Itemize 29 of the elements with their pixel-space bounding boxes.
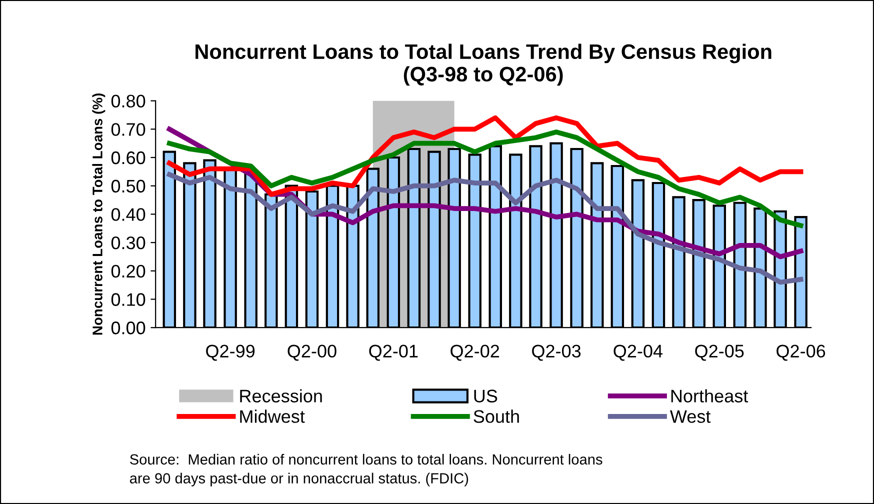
y-tick-label: 0.70 (111, 123, 146, 136)
x-tick-label: Q2-01 (369, 344, 418, 361)
line-series (166, 172, 804, 285)
x-tick-label: Q2-02 (450, 344, 500, 361)
y-tick-label: 0.80 (111, 94, 146, 108)
y-tick-label: 0.30 (111, 236, 146, 250)
x-tick-label: Q2-03 (532, 344, 581, 361)
source-note: Source: Median ratio of noncurrent loans to total loans. Noncurrent loans are 90 days past-due or in nonaccrual status. (FDIC) (130, 454, 602, 486)
legend-label: Midwest (240, 410, 305, 423)
line-series (166, 130, 804, 228)
x-tick-label: Q2-06 (776, 344, 826, 361)
y-axis-title: Noncurrent Loans to Total Loans (%) (92, 93, 106, 335)
y-tick-label: 0.60 (111, 151, 146, 164)
legend-label: US (474, 390, 498, 402)
legend-label: Northeast (671, 389, 748, 402)
x-tick-label: Q2-99 (206, 344, 255, 361)
y-tick-label: 0.10 (111, 293, 146, 306)
line-series (166, 115, 804, 197)
x-tick-label: Q2-00 (288, 344, 336, 361)
y-tick-label: 0.20 (111, 264, 146, 278)
legend-label: Recession (240, 389, 322, 402)
legend-label: South (474, 410, 519, 423)
legend-label: West (670, 410, 711, 423)
chart-title: Noncurrent Loans to Total Loans Trend By Census Region (Q3-98 to Q2-06) (196, 44, 772, 86)
y-tick-label: 0.50 (111, 180, 146, 193)
y-tick-label: 0.00 (111, 322, 146, 334)
y-tick-label: 0.40 (111, 208, 146, 221)
x-tick-label: Q2-05 (695, 344, 744, 361)
x-tick-label: Q2-04 (614, 344, 662, 361)
